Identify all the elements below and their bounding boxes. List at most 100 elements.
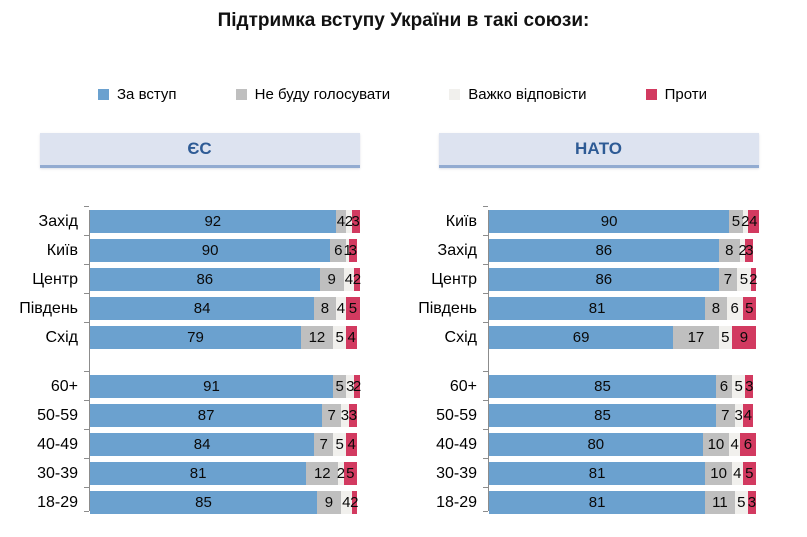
row-label: Захід (38, 212, 78, 230)
bar-segment-wont-vote: 7 (322, 404, 341, 427)
segment-value: 3 (348, 407, 358, 424)
chart-row: 50-59 87 7 3 3 (4, 400, 399, 427)
segment-value: 5 (335, 436, 344, 453)
chart-row: Схід 79 12 5 4 (4, 322, 399, 349)
segment-value: 7 (723, 271, 733, 288)
bar-segment-wont-vote: 10 (702, 433, 730, 456)
legend-swatch-white-icon (449, 89, 461, 100)
segment-value: 5 (721, 329, 730, 346)
bar-segment-hard-to-answer: 3 (346, 375, 354, 398)
segment-value: 5 (745, 300, 754, 317)
segment-value: 4 (743, 407, 753, 424)
row-label: Київ (445, 212, 477, 230)
segment-value: 4 (344, 271, 354, 288)
segment-value: 4 (336, 300, 346, 317)
segment-value: 69 (572, 329, 590, 346)
chart-row: Захід 92 4 2 3 (4, 206, 399, 233)
bar-segment-against: 4 (346, 433, 357, 456)
bar-segment-wont-vote: 12 (300, 326, 333, 349)
bar-segment-for-joining: 69 (489, 326, 674, 349)
bar-segment-hard-to-answer: 2 (337, 462, 345, 485)
bar-segment-against: 5 (346, 297, 360, 320)
segment-value: 8 (711, 300, 721, 317)
row-label: Центр (32, 270, 78, 288)
bar-segment-against: 4 (346, 326, 357, 349)
segment-value: 4 (347, 329, 356, 346)
stacked-bar: 81 8 6 5 (483, 293, 756, 320)
segment-value: 85 (594, 378, 611, 395)
row-label: 50-59 (37, 406, 78, 424)
row-label: 40-49 (37, 435, 78, 453)
bar-segment-wont-vote: 7 (314, 433, 333, 456)
bar-segment-against: 4 (742, 404, 754, 427)
bar-segment-for-joining: 90 (489, 210, 730, 233)
stacked-bar: 79 12 5 4 (84, 322, 357, 349)
bar-segment-against: 2 (749, 268, 757, 291)
segment-value: 6 (730, 300, 739, 317)
bar-segment-hard-to-answer: 4 (731, 462, 743, 485)
bar-segment-for-joining: 85 (90, 491, 317, 514)
segment-value: 86 (595, 271, 613, 288)
legend-label: Проти (664, 86, 707, 103)
chart-row: 60+ 85 6 5 3 (403, 371, 798, 398)
bar-segment-against: 3 (745, 239, 753, 262)
stacked-bar: 81 12 2 5 (84, 458, 357, 485)
segment-value: 2 (738, 242, 747, 259)
chart-row: 18-29 85 9 4 2 (4, 487, 399, 514)
bar-segment-for-joining: 81 (489, 462, 706, 485)
row-label: 18-29 (37, 493, 78, 511)
bar-segment-for-joining: 86 (90, 268, 320, 291)
bar-segment-wont-vote: 17 (673, 326, 719, 349)
stacked-bar: 81 11 5 3 (483, 487, 756, 514)
segment-value: 5 (348, 300, 358, 317)
bar-segment-against: 2 (353, 375, 361, 398)
bar-segment-for-joining: 91 (90, 375, 333, 398)
segment-value: 3 (348, 242, 358, 259)
segment-value: 3 (734, 407, 743, 424)
segment-value: 90 (201, 242, 219, 259)
stacked-bar: 86 9 4 2 (84, 264, 361, 291)
bar-segment-hard-to-answer: 4 (343, 268, 355, 291)
bar-segment-hard-to-answer: 1 (343, 239, 352, 262)
row-label: 60+ (50, 377, 78, 395)
stacked-bar: 85 6 5 3 (482, 371, 753, 398)
segment-value: 4 (749, 213, 758, 230)
segment-value: 4 (730, 436, 739, 453)
segment-value: 81 (588, 300, 606, 317)
bar-segment-for-joining: 84 (90, 433, 315, 456)
charts-container: ЄС Захід 92 4 2 3 Київ 90 6 1 3 Центр 86 9 4 2 Південь 8… (0, 133, 807, 520)
bar-segment-wont-vote: 9 (316, 491, 341, 514)
stacked-bar: 85 7 3 4 (482, 400, 754, 427)
segment-value: 9 (327, 271, 336, 288)
segment-value: 12 (308, 329, 326, 346)
segment-value: 6 (334, 242, 343, 259)
legend-swatch-gray-icon (235, 89, 247, 100)
segment-value: 17 (687, 329, 705, 346)
y-axis-line (488, 210, 489, 511)
bar-segment-for-joining: 80 (489, 433, 703, 456)
segment-value: 5 (335, 378, 344, 395)
segment-value: 5 (731, 213, 741, 230)
chart-row: Захід 86 8 2 3 (403, 235, 798, 262)
chart-row: Київ 90 5 2 4 (403, 206, 798, 233)
stacked-bar: 87 7 3 3 (84, 400, 357, 427)
row-label: 30-39 (37, 464, 78, 482)
bar-segment-against: 6 (739, 433, 756, 456)
bar-segment-against: 5 (742, 297, 756, 320)
bar-segment-hard-to-answer: 5 (332, 433, 347, 456)
stacked-bar: 91 5 3 2 (84, 371, 361, 398)
segment-value: 81 (189, 465, 207, 482)
segment-value: 2 (344, 213, 354, 230)
bar-segment-for-joining: 85 (489, 375, 716, 398)
segment-value: 5 (335, 329, 344, 346)
segment-value: 2 (741, 213, 750, 230)
bar-segment-wont-vote: 5 (729, 210, 743, 233)
segment-value: 7 (319, 436, 328, 453)
bar-segment-hard-to-answer: 3 (734, 404, 743, 427)
bar-segment-hard-to-answer: 6 (726, 297, 743, 320)
chart-row: 40-49 84 7 5 4 (4, 429, 399, 456)
panel-header-eu: ЄС (39, 133, 360, 168)
row-label: 18-29 (436, 493, 477, 511)
segment-value: 81 (588, 465, 606, 482)
bar-segment-against: 3 (349, 404, 357, 427)
